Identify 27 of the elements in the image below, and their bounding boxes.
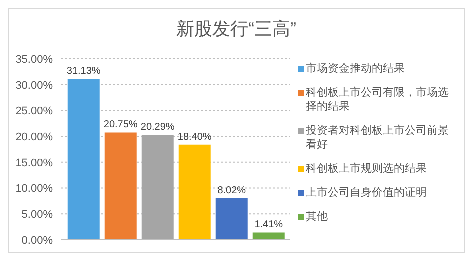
bar [216,198,248,240]
legend-label: 市场资金推动的结果 [306,62,405,76]
data-label: 1.41% [254,220,284,231]
chart-title: 新股发行“三高” [176,18,298,41]
legend-label: 上市公司自身价值的证明 [306,186,427,200]
legend-label: 科创板上市规则选的结果 [306,162,427,176]
y-tick-label: 15.00% [16,157,54,170]
bar [142,135,174,240]
bar [68,79,100,240]
bar [252,232,285,240]
data-label: 18.40% [178,132,212,143]
y-tick-label: 20.00% [16,131,54,144]
bar [178,144,211,240]
legend-label: 投资者对科创板上市公司前景看好 [306,124,450,152]
y-tick-label: 30.00% [16,80,54,92]
data-label: 31.13% [66,66,101,78]
legend-label: 其他 [306,210,328,224]
y-tick-label: 35.00% [16,54,54,66]
data-label: 20.75% [104,120,138,131]
y-tick-label: 10.00% [16,183,54,196]
data-label: 20.29% [140,122,175,134]
y-tick-label: 0.00% [22,234,54,247]
bar [104,132,137,240]
data-label: 8.02% [218,186,246,197]
y-tick-label: 25.00% [16,106,54,118]
legend-label: 科创板上市公司有限，市场选择的结果 [306,86,450,114]
y-tick-label: 5.00% [22,209,54,222]
